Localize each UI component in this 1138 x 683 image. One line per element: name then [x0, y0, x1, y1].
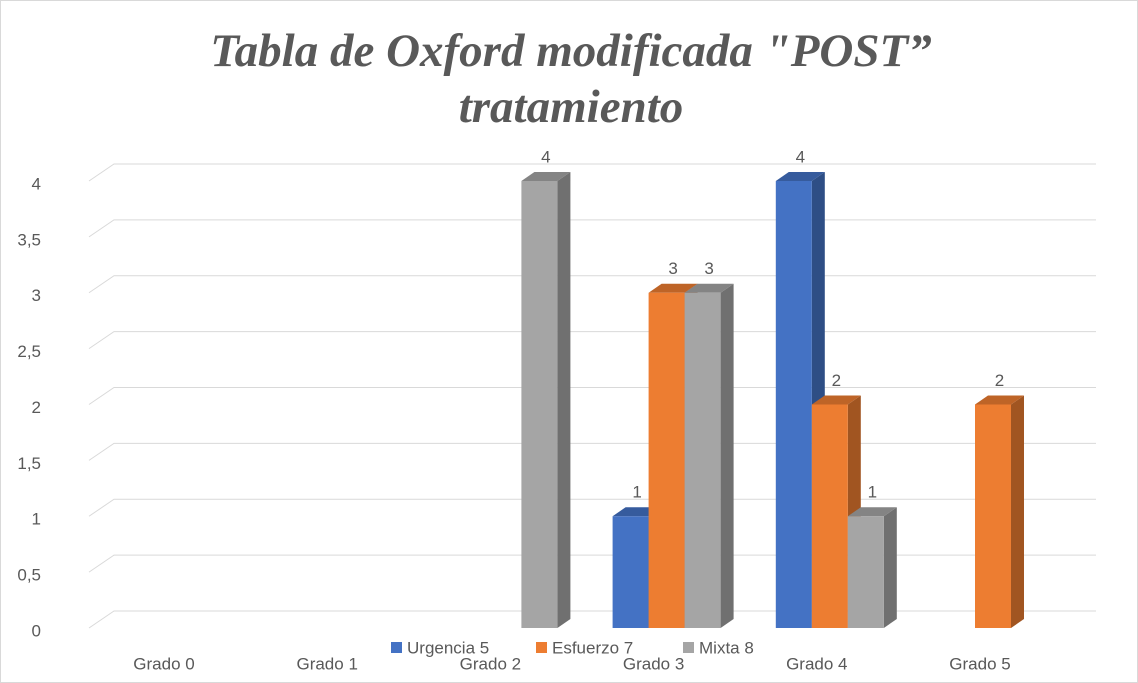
bar-top [975, 395, 1024, 405]
bar [684, 292, 721, 628]
data-label: 4 [541, 147, 550, 166]
bar [811, 404, 848, 628]
grid-line [88, 442, 1096, 461]
chart-title: Tabla de Oxford modificada "POST” tratam… [210, 25, 932, 133]
legend-swatch [683, 642, 694, 653]
y-tick-label: 0,5 [17, 566, 41, 585]
bar-side [557, 172, 571, 628]
grid-line [88, 163, 1096, 182]
legend-label: Esfuerzo 7 [552, 638, 633, 657]
bar-top [648, 283, 698, 293]
y-tick-label: 3,5 [17, 230, 41, 249]
y-tick-label: 2 [32, 398, 41, 417]
bar [521, 181, 558, 628]
grid-line [88, 219, 1096, 238]
y-tick-label: 1,5 [17, 454, 41, 473]
grid-line [88, 275, 1096, 294]
bar-side [1011, 395, 1024, 628]
bar [975, 404, 1011, 628]
data-label: 2 [832, 371, 841, 390]
bar [648, 292, 685, 628]
bar-top [811, 395, 861, 405]
grid-line [88, 610, 1096, 629]
x-tick-label: Grado 0 [133, 654, 194, 673]
grid-line [88, 387, 1096, 405]
data-label: 1 [632, 483, 641, 502]
grid-line [88, 554, 1096, 573]
y-tick-label: 2,5 [17, 342, 41, 361]
legend-swatch [536, 642, 547, 653]
bar-side [883, 507, 897, 628]
legend-label: Urgencia 5 [407, 638, 489, 657]
legend-swatch [391, 642, 402, 653]
data-label: 4 [796, 147, 805, 166]
x-tick-label: Grado 2 [460, 654, 521, 673]
bar [775, 181, 812, 628]
x-tick-label: Grado 5 [949, 654, 1010, 673]
grid-line [88, 498, 1096, 517]
x-tick-label: Grado 3 [623, 654, 684, 673]
x-tick-label: Grado 4 [786, 654, 847, 673]
bar-top [684, 283, 734, 293]
data-label: 3 [704, 259, 713, 278]
data-label: 1 [868, 483, 877, 502]
bar-top [847, 507, 897, 517]
y-tick-label: 1 [32, 510, 41, 529]
bar-top [521, 172, 571, 181]
bar [847, 516, 884, 628]
data-label: 3 [668, 259, 677, 278]
bar-side [720, 283, 734, 628]
y-tick-label: 4 [32, 174, 41, 193]
x-tick-label: Grado 1 [296, 654, 357, 673]
y-tick-label: 3 [32, 286, 41, 305]
y-tick-label: 0 [32, 621, 41, 640]
bar-top [775, 172, 825, 181]
bar [612, 516, 649, 628]
legend-label: Mixta 8 [699, 638, 754, 657]
data-label: 2 [995, 371, 1004, 390]
grid-line [88, 331, 1096, 350]
